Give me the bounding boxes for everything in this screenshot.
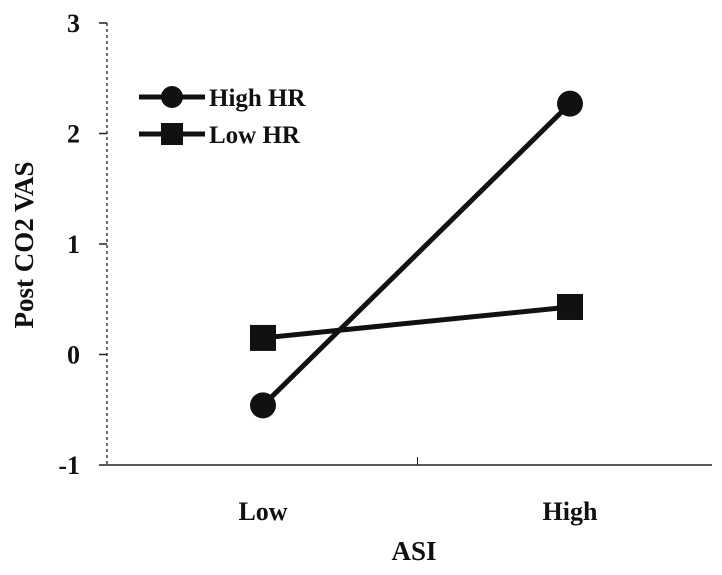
- series-line: [262, 304, 571, 341]
- legend: High HR Low HR: [139, 85, 306, 149]
- y-tick-label: 3: [67, 9, 80, 38]
- x-tick-label: Low: [238, 497, 287, 526]
- legend-marker: [161, 86, 183, 108]
- y-tick-label: -1: [58, 451, 80, 480]
- data-point: [557, 293, 583, 320]
- y-tick-label: 0: [67, 341, 80, 370]
- legend-label: Low HR: [209, 122, 301, 149]
- data-point: [557, 90, 583, 117]
- series-high-hr: [250, 90, 583, 419]
- y-axis-label: Post CO2 VAS: [9, 161, 39, 328]
- axes: [106, 23, 712, 466]
- legend-item: High HR: [139, 85, 306, 112]
- legend-label: High HR: [209, 85, 306, 112]
- y-axis-ticks: -1 0 1 2 3: [58, 9, 107, 480]
- series-line: [261, 101, 572, 408]
- legend-item: Low HR: [139, 122, 301, 149]
- data-point: [250, 392, 276, 419]
- y-tick-label: 1: [67, 230, 80, 259]
- legend-marker: [161, 123, 183, 145]
- x-tick-label: High: [543, 497, 598, 526]
- data-point: [250, 324, 276, 351]
- series-low-hr: [250, 293, 583, 351]
- x-axis-label: ASI: [391, 536, 436, 566]
- series-layer: [250, 90, 583, 419]
- x-axis-ticks: Low High: [238, 457, 598, 526]
- y-tick-label: 2: [67, 120, 80, 149]
